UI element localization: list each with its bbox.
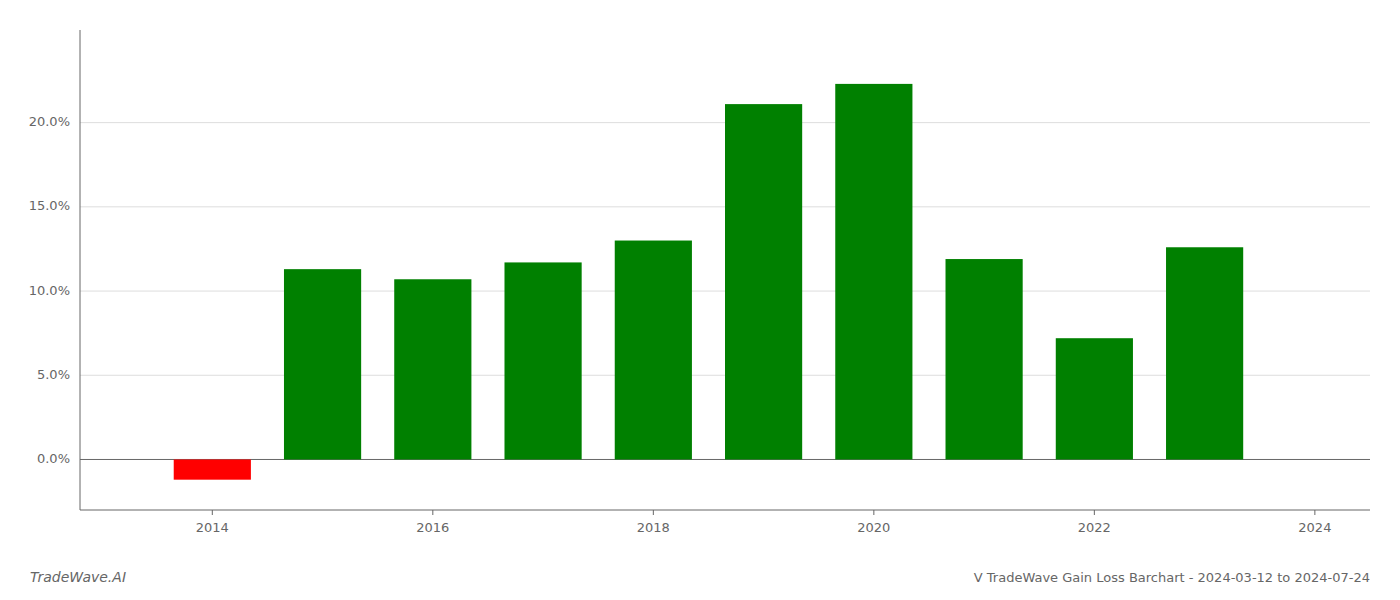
bar bbox=[394, 279, 471, 459]
y-tick-label: 5.0% bbox=[37, 367, 70, 382]
bar bbox=[1056, 338, 1133, 459]
x-tick-label: 2018 bbox=[637, 520, 670, 535]
x-tick-label: 2016 bbox=[416, 520, 449, 535]
x-tick bbox=[873, 510, 874, 515]
bar bbox=[504, 262, 581, 459]
bar bbox=[284, 269, 361, 459]
watermark: TradeWave.AI bbox=[30, 569, 126, 585]
bars bbox=[174, 84, 1243, 480]
x-tick bbox=[212, 510, 213, 515]
x-tick bbox=[1314, 510, 1315, 515]
y-tick-labels: 0.0% 5.0% 10.0% 15.0% 20.0% bbox=[29, 114, 70, 466]
x-tick-label: 2022 bbox=[1078, 520, 1111, 535]
title: V TradeWave Gain Loss Barchart - 2024-03… bbox=[974, 570, 1370, 585]
bar bbox=[946, 259, 1023, 459]
x-tick-label: 2020 bbox=[857, 520, 890, 535]
bar bbox=[1166, 247, 1243, 459]
x-tick-label: 2024 bbox=[1298, 520, 1331, 535]
x-tick bbox=[1094, 510, 1095, 515]
x-tick-label: 2014 bbox=[196, 520, 229, 535]
x-axis-line bbox=[80, 510, 1370, 511]
x-tick bbox=[653, 510, 654, 515]
chart: 0.0%5.0%10.0%15.0%20.0%20142016201820202… bbox=[0, 0, 1400, 600]
y-tick-label: 15.0% bbox=[29, 198, 70, 213]
y-tick-label: 10.0% bbox=[29, 283, 70, 298]
bar bbox=[615, 241, 692, 460]
x-tick-labels: 2014 2016 2018 2020 2022 2024 bbox=[196, 510, 1332, 535]
y-axis-line bbox=[80, 30, 81, 510]
bar bbox=[174, 459, 251, 479]
y-tick-label: 0.0% bbox=[37, 451, 70, 466]
bar bbox=[835, 84, 912, 460]
bar bbox=[725, 104, 802, 459]
x-tick bbox=[432, 510, 433, 515]
y-tick-label: 20.0% bbox=[29, 114, 70, 129]
